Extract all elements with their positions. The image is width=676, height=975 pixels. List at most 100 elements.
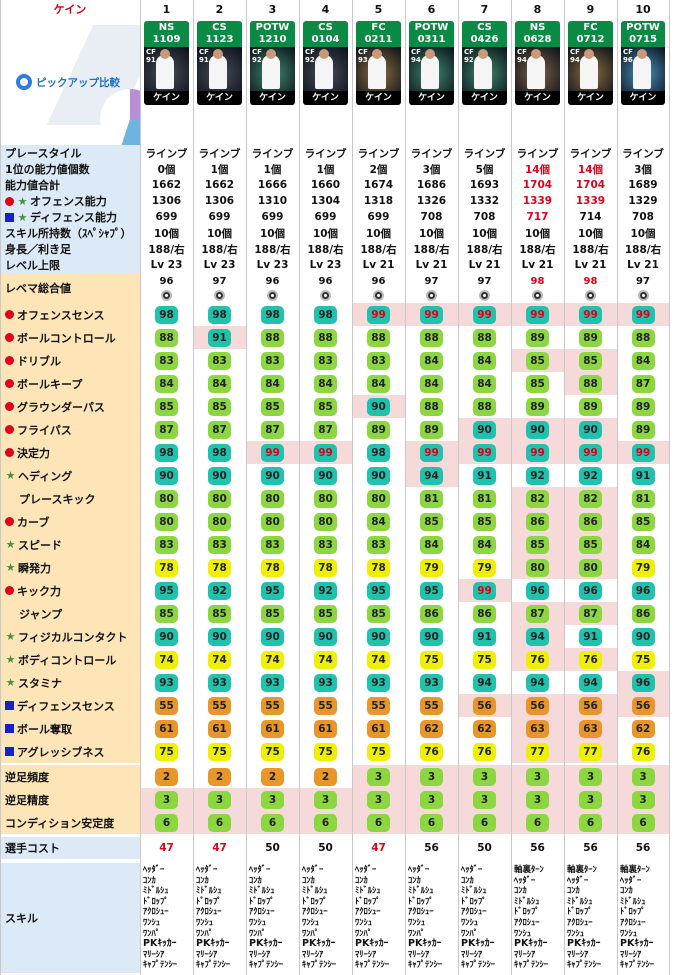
info-value: 2個 [369, 163, 388, 176]
stat-cell: 85 [617, 510, 669, 533]
player-card-cell[interactable]: FC 0712 CF 94 ケイン [564, 19, 617, 145]
player-head-icon [425, 49, 435, 59]
skill-item: ﾜﾝｼｭ [514, 928, 532, 939]
stat-cell: 80 [352, 487, 405, 510]
player-card[interactable]: POTW 0311 CF 94 ケイン [409, 21, 454, 105]
stat-badge: 85 [208, 604, 231, 623]
stat-cell: 93 [299, 671, 352, 694]
card-type: POTW [626, 22, 660, 33]
player-card-cell[interactable]: POTW 0311 CF 94 ケイン [405, 19, 458, 145]
level-badge: 6 [420, 813, 443, 832]
player-card[interactable]: POTW 0715 CF 96 ケイン [621, 21, 665, 105]
stat-cell: 75 [140, 740, 193, 763]
overall-value: 97 [458, 273, 511, 303]
stat-badge: 75 [155, 742, 178, 761]
player-image: CF 94 [568, 47, 613, 91]
player-card[interactable]: CS 0104 CF 92 ケイン [303, 21, 348, 105]
stat-badge: 76 [579, 650, 602, 669]
row-label-text: ボールコントロール [17, 331, 116, 345]
skill-item: ﾜﾝｼｭ [461, 917, 479, 928]
stat-badge: 91 [579, 627, 602, 646]
stat-badge: 76 [420, 742, 443, 761]
level-cell: 3 [458, 765, 511, 788]
cost-value: 56 [635, 842, 651, 854]
level-cell: 3 [564, 765, 617, 788]
stat-cell: 94 [405, 464, 458, 487]
player-card[interactable]: NS 1109 CF 91 ケイン [144, 21, 189, 105]
skill-item: ﾏﾘｰｼｱ [302, 949, 324, 960]
stat-cell: 85 [458, 510, 511, 533]
grid-line [511, 0, 512, 975]
stat-label: グラウンダーパス [0, 395, 140, 418]
player-figure-icon [421, 55, 439, 89]
level-badge: 2 [155, 767, 178, 786]
stat-cell: 94 [458, 671, 511, 694]
stat-badge: 80 [579, 558, 602, 577]
stat-badge: 92 [579, 466, 602, 485]
player-card-cell[interactable]: CS 1123 CF 91 ケイン [193, 19, 246, 145]
player-card[interactable]: FC 0211 CF 93 ケイン [356, 21, 401, 105]
skill-item: ｷｬﾌﾟﾃﾝｼｰ [249, 960, 284, 971]
player-card-cell[interactable]: NS 1109 CF 91 ケイン [140, 19, 193, 145]
stat-cell: 84 [193, 372, 246, 395]
stat-badge: 85 [526, 535, 549, 554]
stat-cell: 74 [193, 648, 246, 671]
player-card-cell[interactable]: POTW 1210 CF 92 ケイン [246, 19, 299, 145]
info-value: 1704 [575, 179, 606, 191]
stat-badge: 90 [420, 627, 443, 646]
player-card[interactable]: CS 1123 CF 91 ケイン [197, 21, 242, 105]
player-card-cell[interactable]: CS 0426 CF 92 ケイン [458, 19, 511, 145]
row-label-text: ボールキープ [17, 377, 83, 391]
stat-badge: 80 [208, 489, 231, 508]
player-image: CF 91 [197, 47, 242, 91]
card-type: NS [158, 22, 175, 33]
player-card-cell[interactable]: FC 0211 CF 93 ケイン [352, 19, 405, 145]
stat-badge: 62 [420, 719, 443, 738]
pickup-compare-link[interactable]: ピックアップ比較 [16, 74, 120, 90]
overall-value: 97 [193, 273, 246, 303]
skills-cell: ﾍｯﾀﾞｰ ｺﾝｶ ﾐﾄﾞﾙｼｭ ﾄﾞﾛｯﾌﾟ ｱｸﾛｼｭｰ ﾜﾝｼｭ ﾜﾝﾊﾟ PKｷｯｶｰ… [299, 863, 352, 973]
stat-cell: 95 [352, 579, 405, 602]
player-card[interactable]: FC 0712 CF 94 ケイン [568, 21, 613, 105]
level-label: 逆足頻度 [0, 765, 140, 788]
info-value: 10個 [312, 227, 339, 240]
stat-cell: 90 [352, 625, 405, 648]
stat-badge: 88 [261, 328, 284, 347]
player-image: CF 96 [621, 47, 665, 91]
stat-cell: 85 [511, 349, 564, 372]
stat-cell: 99 [511, 441, 564, 464]
stat-cell: 74 [352, 648, 405, 671]
player-card-cell[interactable]: NS 0628 CF 94 ケイン [511, 19, 564, 145]
info-value: 1693 [469, 179, 500, 191]
stat-badge: 87 [208, 420, 231, 439]
stat-badge: 79 [473, 558, 496, 577]
star-icon: ★ [5, 676, 16, 689]
ball-icon [161, 289, 172, 301]
level-cell: 6 [299, 811, 352, 834]
stat-badge: 85 [367, 604, 390, 623]
stat-cell: 83 [299, 533, 352, 556]
stat-badge: 85 [579, 535, 602, 554]
player-card[interactable]: NS 0628 CF 94 ケイン [515, 21, 560, 105]
info-value: ラインブ [410, 147, 453, 160]
stat-cell: 55 [140, 694, 193, 717]
stat-badge: 83 [261, 351, 284, 370]
player-card-cell[interactable]: POTW 0715 CF 96 ケイン [617, 19, 669, 145]
player-card-cell[interactable]: CS 0104 CF 92 ケイン [299, 19, 352, 145]
cost-label: 選手コスト [0, 837, 140, 859]
stat-cell: 76 [458, 740, 511, 763]
stat-badge: 90 [261, 627, 284, 646]
stat-badge: 93 [155, 673, 178, 692]
skill-item: ｷｬﾌﾟﾃﾝｼｰ [461, 960, 496, 971]
level-badge: 6 [526, 813, 549, 832]
player-figure-icon [580, 55, 598, 89]
player-card[interactable]: CS 0426 CF 92 ケイン [462, 21, 507, 105]
player-card[interactable]: POTW 1210 CF 92 ケイン [250, 21, 295, 105]
stat-badge: 90 [261, 466, 284, 485]
skill-item: ﾏﾘｰｼｱ [196, 949, 218, 960]
skill-item: ﾍｯﾀﾞｰ [302, 865, 324, 875]
info-value: 1318 [363, 195, 394, 207]
skill-item: ﾏﾘｰｼｱ [567, 949, 589, 960]
card-date: 0104 [311, 34, 340, 45]
row-label-text: フィジカルコンタクト [18, 630, 128, 644]
